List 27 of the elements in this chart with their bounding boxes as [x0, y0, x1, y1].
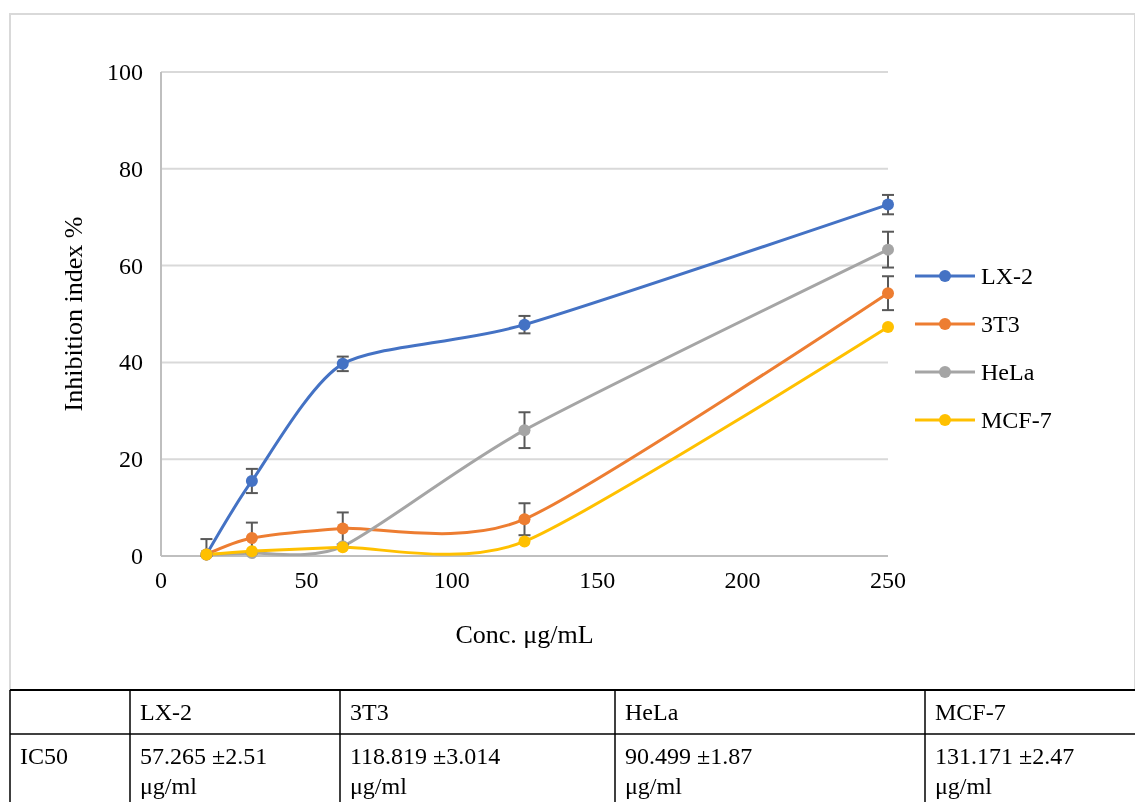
x-tick-label: 200 [724, 567, 761, 593]
y-axis-title: Inhibition index % [59, 216, 88, 412]
text: 90.499 ±1.87 μg/ml [625, 743, 753, 799]
text: 57.265 ±2.51 μg/ml [140, 743, 268, 799]
text: HeLa [625, 699, 679, 725]
text: 118.819 ±3.014 μg/ml [350, 743, 501, 799]
text: LX-2 [140, 699, 192, 725]
x-axis-title: Conc. μg/mL [455, 620, 594, 649]
y-tick-label: 0 [131, 543, 143, 569]
y-tick-label: 80 [119, 155, 143, 182]
y-tick-label: 40 [119, 349, 143, 376]
x-tick-label: 0 [155, 567, 167, 593]
x-tick-label: 250 [870, 567, 906, 593]
text: 3T3 [350, 699, 389, 725]
legend-label: LX-2 [981, 263, 1033, 289]
y-tick-label: 60 [119, 252, 143, 279]
x-tick-label: 100 [433, 567, 470, 593]
legend-label: MCF-7 [981, 407, 1052, 433]
x-tick-label: 50 [294, 567, 319, 593]
x-tick-label: 150 [579, 567, 616, 593]
text: IC50 [20, 743, 68, 769]
legend-label: HeLa [981, 359, 1035, 385]
y-tick-label: 20 [119, 446, 143, 473]
text: 131.171 ±2.47 μg/ml [935, 743, 1075, 799]
text: MCF-7 [935, 699, 1006, 725]
y-tick-label: 100 [107, 59, 143, 85]
legend-label: 3T3 [981, 311, 1020, 337]
